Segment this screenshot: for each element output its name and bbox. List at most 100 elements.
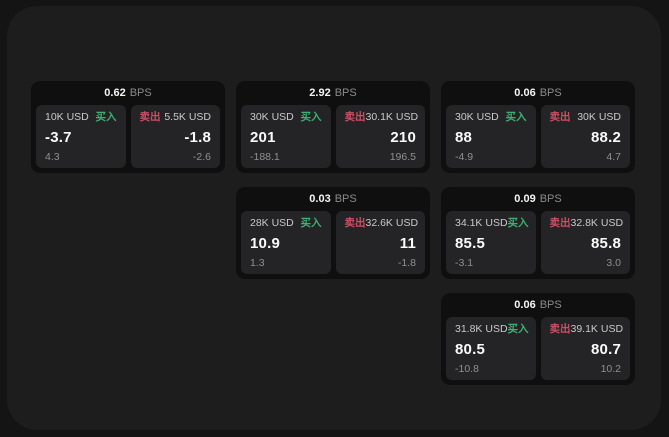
card-header: 0.06 BPS [446,81,630,105]
sell-price: 85.8 [591,234,621,252]
buy-sub-value: -4.9 [455,150,474,163]
buy-panel-top: 31.8K USD 买入 [455,323,529,335]
sell-panel-top: 卖出 32.6K USD [344,217,419,229]
quote-panels: 30K USD 买入 201 -188.1 卖出 30.1K USD 210 1… [241,105,425,168]
sell-sub-value: 4.7 [606,150,621,163]
sell-panel-top: 卖出 30K USD [550,112,622,123]
quote-card-4: 0.03 BPS 28K USD 买入 10.9 1.3 卖出 32.6K US… [236,187,430,279]
card-header: 2.92 BPS [241,81,425,105]
buy-sub-value: 4.3 [45,150,60,163]
buy-amount: 28K USD [250,217,294,229]
bps-value: 2.92 [309,87,331,99]
bps-unit-label: BPS [539,193,562,205]
quote-card-5: 0.09 BPS 34.1K USD 买入 85.5 -3.1 卖出 32.8K… [441,187,635,279]
quote-grid: 0.62 BPS 10K USD 买入 -3.7 4.3 卖出 5.5K USD [31,81,635,385]
sell-badge: 卖出 [549,323,571,335]
sell-amount: 32.6K USD [365,217,419,229]
card-header: 0.09 BPS [446,187,630,211]
card-header: 0.03 BPS [241,187,425,211]
sell-panel[interactable]: 卖出 32.8K USD 85.8 3.0 [540,211,630,274]
sell-sub-value: 3.0 [606,256,621,269]
buy-price: 10.9 [250,234,280,252]
sell-panel[interactable]: 卖出 30K USD 88.2 4.7 [540,105,630,168]
sell-amount: 30.1K USD [365,111,419,123]
sell-panel[interactable]: 卖出 5.5K USD -1.8 -2.6 [130,105,220,168]
sell-panel-top: 卖出 39.1K USD [549,323,624,335]
buy-badge: 买入 [95,111,117,123]
quote-panels: 31.8K USD 买入 80.5 -10.8 卖出 39.1K USD 80.… [446,317,630,380]
buy-panel[interactable]: 31.8K USD 买入 80.5 -10.8 [446,317,536,380]
bps-unit-label: BPS [129,87,152,99]
sell-panel-top: 卖出 5.5K USD [140,112,212,123]
buy-badge: 买入 [300,217,322,229]
buy-price: 85.5 [455,234,485,252]
quote-panels: 28K USD 买入 10.9 1.3 卖出 32.6K USD 11 -1.8 [241,211,425,274]
bps-value: 0.62 [104,87,126,99]
sell-price: 88.2 [591,128,621,146]
buy-amount: 34.1K USD [455,217,508,229]
bps-unit-label: BPS [539,87,562,99]
sell-badge: 卖出 [344,111,366,123]
bps-value: 0.06 [514,87,536,99]
buy-price: 80.5 [455,340,485,358]
card-header: 0.06 BPS [446,293,630,317]
buy-price: 201 [250,128,276,146]
sell-panel-top: 卖出 30.1K USD [344,111,419,123]
sell-panel[interactable]: 卖出 39.1K USD 80.7 10.2 [540,317,630,380]
sell-sub-value: -2.6 [192,150,211,163]
buy-panel[interactable]: 30K USD 买入 88 -4.9 [446,105,536,168]
quote-panels: 10K USD 买入 -3.7 4.3 卖出 5.5K USD -1.8 -2.… [36,105,220,168]
sell-amount: 39.1K USD [570,323,624,335]
sell-price: 210 [390,128,416,146]
buy-panel-top: 10K USD 买入 [45,112,117,123]
empty-cell [31,187,225,279]
quote-panels: 30K USD 买入 88 -4.9 卖出 30K USD 88.2 4.7 [446,105,630,168]
bps-unit-label: BPS [334,87,357,99]
card-header: 0.62 BPS [36,81,220,105]
buy-amount: 10K USD [45,111,89,123]
empty-cell [31,293,225,385]
sell-amount: 30K USD [577,111,621,123]
quote-card-1: 0.62 BPS 10K USD 买入 -3.7 4.3 卖出 5.5K USD [31,81,225,173]
sell-price: 11 [399,234,416,252]
buy-sub-value: 1.3 [250,256,265,269]
buy-panel-top: 30K USD 买入 [455,112,527,123]
bps-unit-label: BPS [539,299,562,311]
buy-panel-top: 30K USD 买入 [250,112,322,123]
buy-panel-top: 28K USD 买入 [250,218,322,229]
sell-price: 80.7 [591,340,621,358]
sell-sub-value: 10.2 [600,362,621,375]
sell-sub-value: 196.5 [389,150,416,163]
buy-amount: 31.8K USD [455,323,508,335]
sell-badge: 卖出 [549,111,571,123]
buy-badge: 买入 [300,111,322,123]
sell-amount: 5.5K USD [164,111,211,123]
buy-amount: 30K USD [250,111,294,123]
buy-sub-value: -10.8 [455,362,479,375]
buy-price: 88 [455,128,473,146]
sell-panel[interactable]: 卖出 30.1K USD 210 196.5 [335,105,425,168]
buy-badge: 买入 [507,323,529,335]
sell-panel[interactable]: 卖出 32.6K USD 11 -1.8 [335,211,425,274]
quote-panels: 34.1K USD 买入 85.5 -3.1 卖出 32.8K USD 85.8… [446,211,630,274]
sell-badge: 卖出 [344,217,366,229]
sell-sub-value: -1.8 [397,256,416,269]
sell-badge: 卖出 [549,217,571,229]
buy-badge: 买入 [505,111,527,123]
buy-panel[interactable]: 28K USD 买入 10.9 1.3 [241,211,331,274]
buy-badge: 买入 [507,217,529,229]
empty-cell [236,293,430,385]
buy-price: -3.7 [45,128,72,146]
buy-sub-value: -188.1 [250,150,280,163]
buy-panel[interactable]: 10K USD 买入 -3.7 4.3 [36,105,126,168]
buy-amount: 30K USD [455,111,499,123]
buy-panel[interactable]: 34.1K USD 买入 85.5 -3.1 [446,211,536,274]
bps-value: 0.06 [514,299,536,311]
quote-card-2: 2.92 BPS 30K USD 买入 201 -188.1 卖出 30.1K … [236,81,430,173]
bps-unit-label: BPS [334,193,357,205]
buy-sub-value: -3.1 [455,256,474,269]
sell-panel-top: 卖出 32.8K USD [549,217,624,229]
buy-panel[interactable]: 30K USD 买入 201 -188.1 [241,105,331,168]
bps-value: 0.03 [309,193,331,205]
